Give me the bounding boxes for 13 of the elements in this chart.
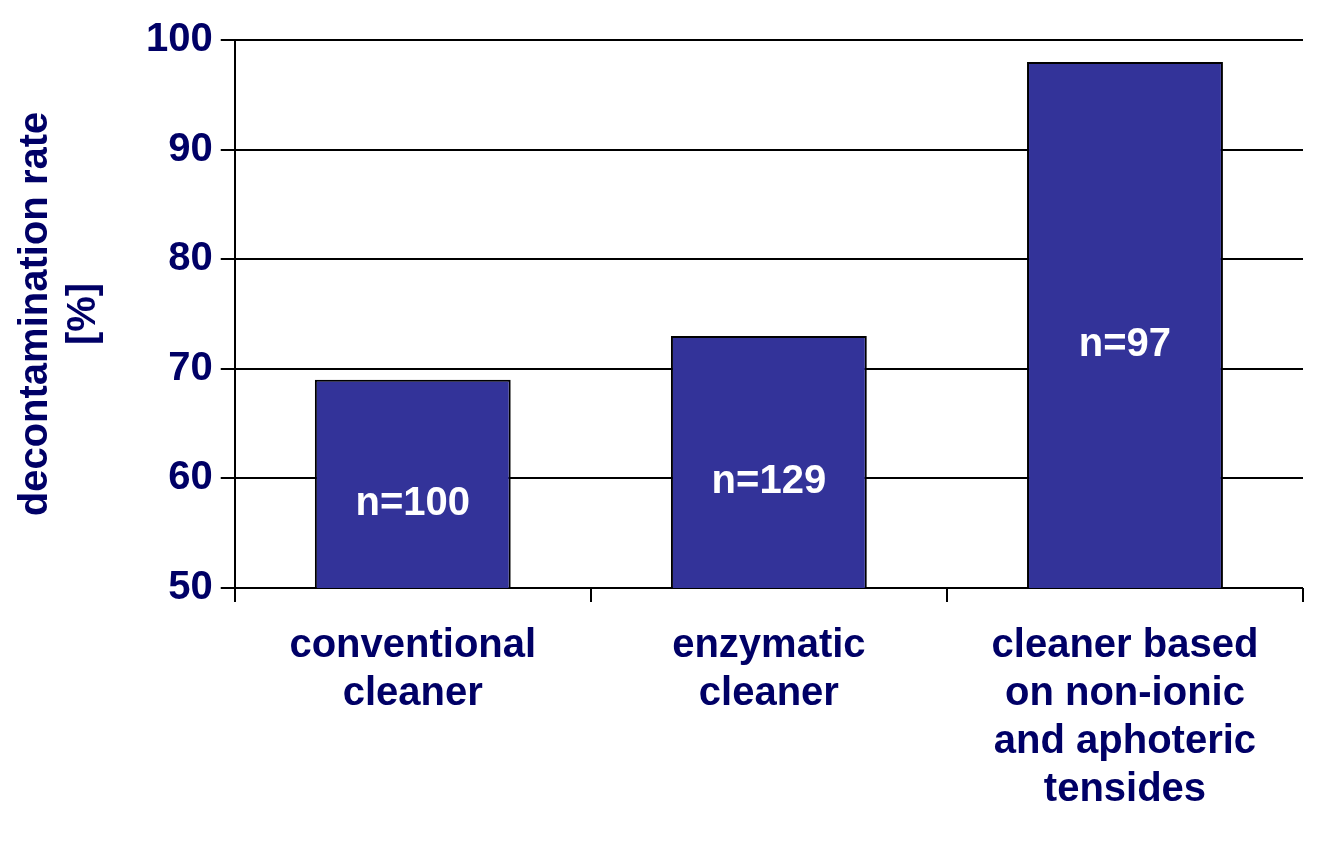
annotation: n=100: [355, 478, 471, 523]
y-tick-label: 100: [145, 15, 213, 60]
annotation: n=97: [1078, 319, 1172, 364]
y-tick-label: 60: [168, 453, 213, 498]
x-tick-label: conventional cleaner: [289, 621, 537, 714]
y-tick-label: 90: [168, 124, 213, 169]
x-tick-label: enzymatic cleaner: [672, 621, 866, 714]
y-tick-label: 70: [168, 343, 213, 388]
y-axis-title: decontamination rate [%]: [11, 111, 104, 517]
y-tick-label: 80: [168, 234, 213, 279]
x-tick-label: cleaner based on non-ionic and aphoteric tensides: [991, 621, 1259, 810]
y-tick-label: 50: [168, 563, 213, 608]
annotation: n=129: [711, 456, 827, 501]
